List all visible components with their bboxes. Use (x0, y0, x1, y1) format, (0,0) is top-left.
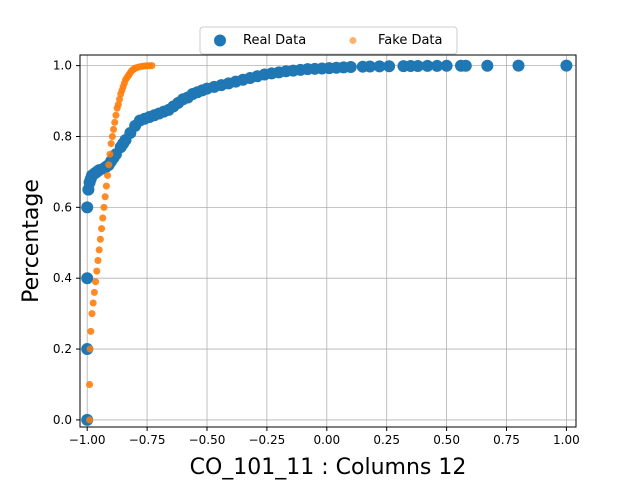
fake-data-point (92, 278, 100, 286)
fake-data-point (99, 214, 107, 222)
fake-data-point (86, 380, 94, 388)
x-axis-label: CO_101_11 : Columns 12 (190, 455, 467, 480)
real-data-point (411, 59, 424, 72)
real-data-point (344, 61, 357, 74)
fake-data-point (86, 416, 94, 424)
y-tick-label: 0.6 (53, 200, 72, 214)
real-data-point (440, 59, 453, 72)
y-tick-label: 0.0 (53, 413, 72, 427)
fake-data-point (90, 288, 98, 296)
x-tick-label: 1.00 (553, 433, 580, 447)
real-data-point (431, 59, 444, 72)
y-axis-label: Percentage (19, 179, 44, 303)
fake-data-point (148, 62, 156, 70)
real-data-point (421, 59, 434, 72)
real-data-point (373, 60, 386, 73)
fake-data-point (101, 193, 109, 201)
axes-frame (79, 54, 577, 428)
fake-data-point (100, 203, 108, 211)
fake-data-point (112, 111, 120, 119)
fake-data-point (116, 95, 124, 103)
fake-data-point (93, 267, 101, 275)
fake-data-point (94, 256, 102, 264)
fake-data-point (105, 161, 113, 169)
legend-real-label: Real Data (243, 33, 306, 48)
fake-data-point (86, 345, 94, 353)
real-data-point (81, 201, 94, 214)
real-data-point (383, 60, 396, 73)
legend-fake-label: Fake Data (378, 33, 443, 48)
fake-data-point (114, 101, 122, 109)
real-data-point (81, 272, 94, 285)
real-data-point (363, 60, 376, 73)
real-data-point (481, 59, 494, 72)
fake-data-point (111, 118, 119, 126)
x-tick-label: −1.00 (69, 433, 106, 447)
x-tick-label: 0.00 (313, 433, 340, 447)
x-tick-label: −0.25 (249, 433, 286, 447)
fake-data-point (89, 299, 97, 307)
fake-data-point (104, 171, 112, 179)
fake-data-point (107, 140, 115, 148)
fake-data-point (87, 327, 95, 335)
x-tick-label: 0.25 (373, 433, 400, 447)
fake-data-point (96, 235, 104, 243)
fake-data-point (98, 225, 106, 233)
y-tick-label: 0.8 (53, 129, 72, 143)
legend-box (199, 26, 458, 55)
y-tick-label: 0.2 (53, 342, 72, 356)
real-data-point (459, 59, 472, 72)
y-tick-label: 0.4 (53, 271, 72, 285)
fake-data-point (106, 150, 114, 158)
real-series (81, 59, 573, 426)
real-data-point (560, 59, 573, 72)
fake-data-point (88, 310, 96, 318)
fake-data-point (110, 125, 118, 133)
x-tick-label: 0.50 (433, 433, 460, 447)
legend: Real Data Fake Data (199, 26, 458, 55)
real-data-point (512, 59, 525, 72)
y-tick-label: 1.0 (53, 59, 72, 73)
legend-fake-marker (349, 37, 357, 44)
fake-series (86, 62, 156, 424)
x-tick-label: 0.75 (493, 433, 520, 447)
fake-data-point (95, 246, 103, 254)
legend-real-marker (214, 34, 226, 47)
fake-data-point (102, 182, 110, 190)
fake-data-point (108, 132, 116, 140)
x-tick-label: −0.75 (129, 433, 166, 447)
axis-ticks: −1.00 −0.75 −0.50 −0.25 0.00 0.25 0.50 0.75 1.00… (53, 59, 580, 447)
x-tick-label: −0.50 (189, 433, 226, 447)
